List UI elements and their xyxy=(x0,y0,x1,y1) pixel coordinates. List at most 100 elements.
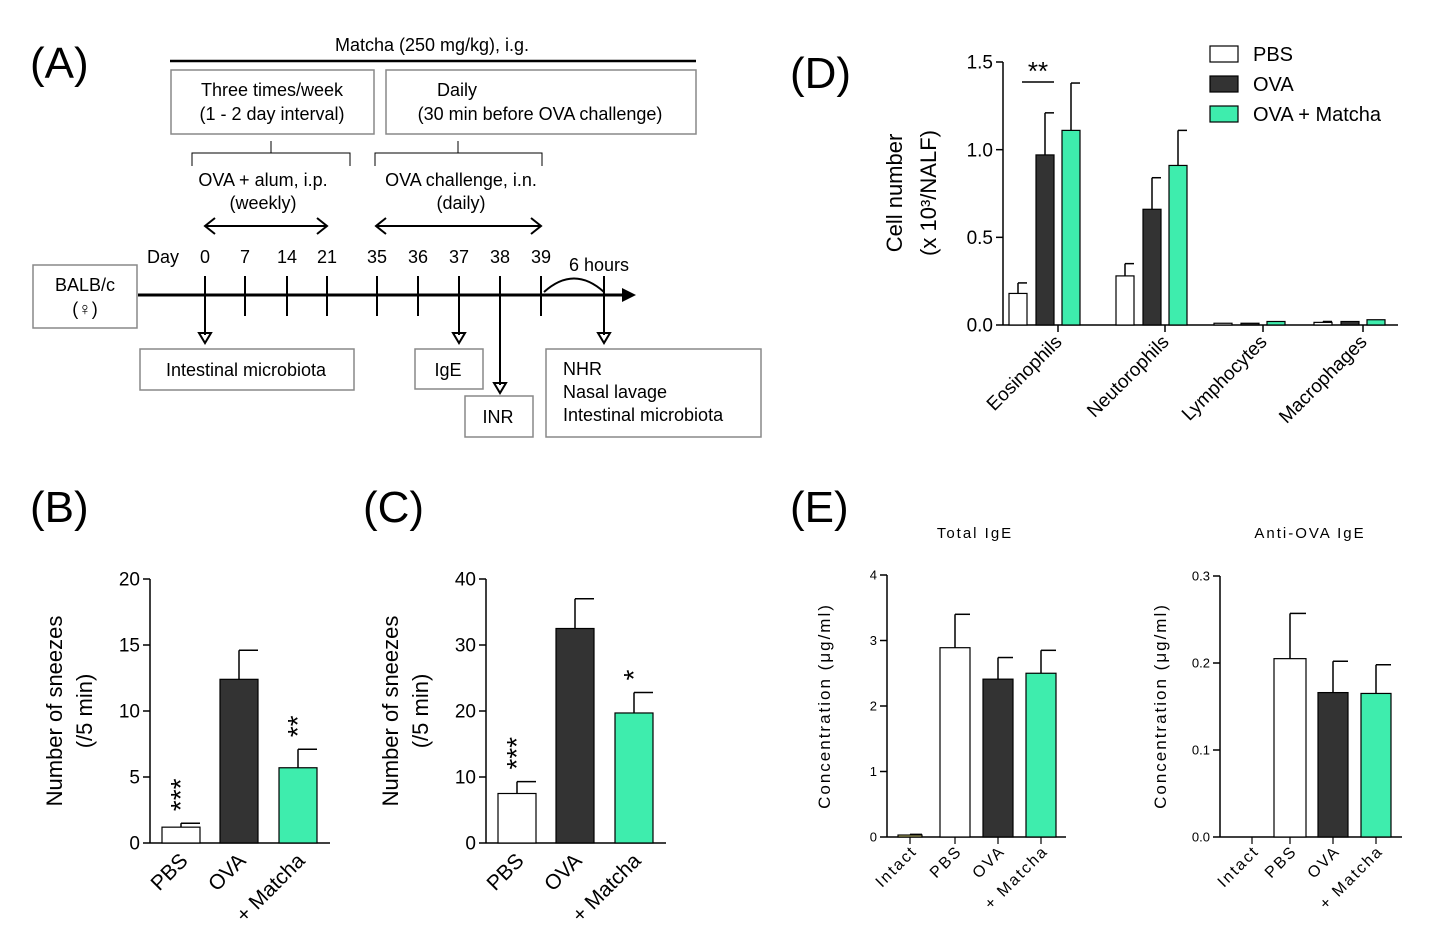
outcome-final-microbiota: Intestinal microbiota xyxy=(563,405,724,425)
bar xyxy=(982,678,1014,838)
day-tick-label: 39 xyxy=(531,247,551,267)
x-tick-label: Macrophages xyxy=(1275,332,1371,428)
bar xyxy=(1360,692,1392,838)
y-tick-label: 15 xyxy=(119,636,140,657)
box1-line2: (1 - 2 day interval) xyxy=(199,104,344,124)
x-tick-label: PBS xyxy=(1262,843,1301,882)
down-arrow-icon xyxy=(197,296,213,345)
day-tick-label: 14 xyxy=(277,247,297,267)
x-tick-label: OVA xyxy=(204,849,251,896)
y-tick-label: 0.0 xyxy=(967,316,993,337)
bar xyxy=(1142,208,1162,326)
panel-label-d: (D) xyxy=(790,49,851,98)
bar xyxy=(1240,322,1260,326)
chart-d: 0.0 0.5 1.0 1.5 Cell number (x 10³/NALF) Eosin… xyxy=(882,44,1398,428)
x-tick-label: PBS xyxy=(147,849,193,895)
x-tick-label: Intact xyxy=(1215,843,1263,891)
panel-label-e: (E) xyxy=(790,483,849,532)
bar xyxy=(939,647,971,838)
outcome-box xyxy=(545,348,762,438)
day-tick-label: 38 xyxy=(490,247,510,267)
bracket xyxy=(374,141,543,166)
y-tick-label: 5 xyxy=(129,768,140,789)
y-tick-label: 10 xyxy=(119,702,140,723)
bar xyxy=(1340,320,1360,326)
y-tick-label: 0.5 xyxy=(967,228,993,249)
challenge-frequency: (daily) xyxy=(436,193,485,213)
down-arrow-icon xyxy=(451,296,467,345)
six-hours-label: 6 hours xyxy=(569,255,629,275)
x-tick-label: Intact xyxy=(873,843,921,891)
outcome-microbiota: Intestinal microbiota xyxy=(166,360,327,380)
day-label: Day xyxy=(147,247,179,267)
legend-label: OVA xyxy=(1253,74,1294,96)
legend-label: PBS xyxy=(1253,44,1293,66)
y-tick-label: 0.2 xyxy=(1192,656,1210,671)
legend-swatch xyxy=(1209,105,1239,123)
day-tick-label: 7 xyxy=(240,247,250,267)
outcome-ige: IgE xyxy=(434,360,461,380)
bar xyxy=(1168,164,1188,326)
significance-stars: * xyxy=(618,670,649,681)
day-tick-label: 21 xyxy=(317,247,337,267)
outcome-box xyxy=(464,395,534,438)
bar xyxy=(1035,154,1055,326)
legend-swatch xyxy=(1209,75,1239,93)
day-tick-label: 37 xyxy=(449,247,469,267)
significance-stars: ** xyxy=(282,715,313,737)
bar xyxy=(1008,292,1028,326)
experimental-schema: Matcha (250 mg/kg), i.g. Three times/wee… xyxy=(32,35,762,438)
x-tick-label: OVA xyxy=(1305,843,1344,882)
box2-line2: (30 min before OVA challenge) xyxy=(418,104,663,124)
bar xyxy=(219,678,259,844)
legend-swatch xyxy=(1209,45,1239,63)
mouse-strain: BALB/c xyxy=(55,275,115,295)
chart-title: Anti-OVA IgE xyxy=(1254,525,1365,542)
chart-e1: 0 1 2 3 4 Concentration (μg/ml) Total IgE Intac… xyxy=(815,525,1066,913)
six-hours-arc xyxy=(543,277,605,293)
bar xyxy=(1313,321,1333,326)
outcome-nhr: NHR xyxy=(563,359,602,379)
y-tick-label: 3 xyxy=(870,633,877,648)
y-tick-label: 1.5 xyxy=(967,53,993,74)
y-axis-label: (/5 min) xyxy=(72,674,97,749)
legend-label: OVA + Matcha xyxy=(1253,104,1382,126)
day-tick-label: 36 xyxy=(408,247,428,267)
matcha-label: Matcha (250 mg/kg), i.g. xyxy=(335,35,529,55)
outcome-nasal-lavage: Nasal lavage xyxy=(563,382,667,402)
bar xyxy=(161,826,201,844)
bar xyxy=(278,767,318,844)
y-tick-label: 30 xyxy=(455,636,476,657)
bar xyxy=(1061,129,1081,326)
down-arrow-icon xyxy=(492,296,508,395)
outcome-inr: INR xyxy=(483,407,514,427)
bar xyxy=(1213,322,1233,326)
y-axis-label: Concentration (μg/ml) xyxy=(815,603,834,809)
bar xyxy=(1025,672,1057,838)
x-tick-label: PBS xyxy=(483,849,529,895)
y-tick-label: 4 xyxy=(870,568,877,583)
bar xyxy=(897,834,923,838)
arrow-head-icon xyxy=(622,288,636,302)
panel-label-c: (C) xyxy=(363,483,424,532)
y-tick-label: 20 xyxy=(455,702,476,723)
bar xyxy=(1266,320,1286,326)
bracket xyxy=(191,141,351,166)
mouse-sex: (♀) xyxy=(72,299,98,319)
y-tick-label: 20 xyxy=(119,570,140,591)
y-axis-label: Concentration (μg/ml) xyxy=(1151,603,1170,809)
double-arrow-icon xyxy=(203,217,329,235)
x-tick-label: Neutorophils xyxy=(1083,332,1173,422)
bar xyxy=(614,712,654,844)
bar xyxy=(1366,319,1386,326)
panel-label-a: (A) xyxy=(30,39,89,88)
y-tick-label: 0 xyxy=(870,830,877,845)
sensitization-frequency: (weekly) xyxy=(229,193,296,213)
x-tick-label: PBS xyxy=(927,843,966,882)
chart-b: 0 5 10 15 20 Number of sneezes (/5 min) PBS *** O… xyxy=(42,570,330,927)
y-axis-label: Number of sneezes xyxy=(42,616,67,807)
chart-title: Total IgE xyxy=(937,525,1013,542)
x-tick-label: Lymphocytes xyxy=(1178,332,1272,426)
y-tick-label: 0 xyxy=(129,834,140,855)
